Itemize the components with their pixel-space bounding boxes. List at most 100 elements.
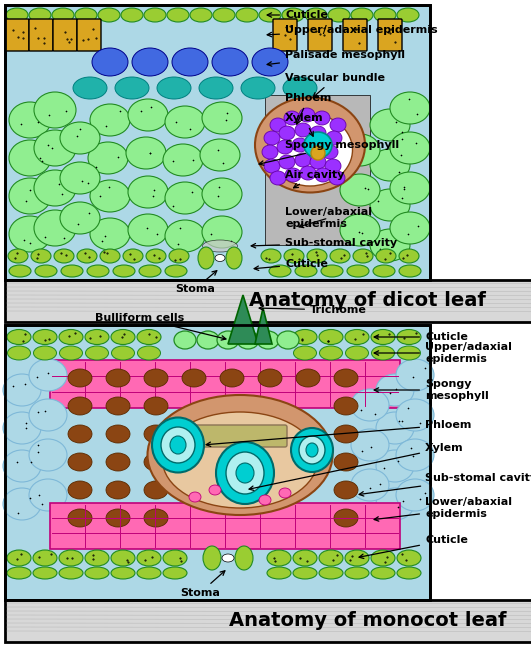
Ellipse shape	[252, 48, 288, 76]
Ellipse shape	[3, 450, 41, 482]
Ellipse shape	[305, 8, 327, 22]
Ellipse shape	[241, 77, 275, 99]
Ellipse shape	[106, 397, 130, 415]
Ellipse shape	[111, 329, 135, 344]
Ellipse shape	[396, 359, 434, 391]
Ellipse shape	[112, 346, 134, 360]
Ellipse shape	[267, 550, 291, 566]
Ellipse shape	[279, 126, 295, 140]
Ellipse shape	[319, 550, 343, 566]
Ellipse shape	[322, 145, 338, 159]
Ellipse shape	[292, 138, 308, 152]
Ellipse shape	[277, 140, 293, 154]
Ellipse shape	[216, 442, 274, 504]
Text: Lower/abaxial
epidermis: Lower/abaxial epidermis	[285, 207, 372, 229]
Ellipse shape	[371, 329, 395, 344]
Ellipse shape	[351, 8, 373, 22]
Ellipse shape	[300, 166, 316, 180]
Text: Anatomy of monocot leaf: Anatomy of monocot leaf	[229, 611, 506, 631]
Ellipse shape	[376, 249, 396, 263]
Ellipse shape	[157, 77, 191, 99]
Ellipse shape	[261, 249, 281, 263]
Ellipse shape	[279, 155, 295, 169]
Ellipse shape	[189, 492, 201, 502]
Ellipse shape	[121, 8, 143, 22]
Text: Cuticle: Cuticle	[374, 332, 468, 342]
Ellipse shape	[128, 176, 168, 208]
Ellipse shape	[325, 159, 341, 173]
Ellipse shape	[68, 453, 92, 471]
Ellipse shape	[54, 249, 74, 263]
Ellipse shape	[163, 144, 203, 176]
Ellipse shape	[137, 550, 161, 566]
Ellipse shape	[29, 439, 67, 471]
Ellipse shape	[35, 265, 57, 277]
Ellipse shape	[7, 346, 30, 360]
Ellipse shape	[293, 567, 317, 579]
Ellipse shape	[334, 481, 358, 499]
Ellipse shape	[7, 567, 31, 579]
Ellipse shape	[255, 98, 365, 193]
Ellipse shape	[235, 546, 253, 570]
Bar	[5, 325, 430, 600]
Ellipse shape	[34, 92, 76, 128]
Text: Cuticle: Cuticle	[267, 10, 328, 20]
Ellipse shape	[60, 162, 100, 194]
Ellipse shape	[340, 134, 380, 166]
Ellipse shape	[85, 567, 109, 579]
Ellipse shape	[285, 168, 301, 182]
Ellipse shape	[33, 329, 57, 344]
Ellipse shape	[68, 369, 92, 387]
Ellipse shape	[139, 265, 161, 277]
Text: Air cavity: Air cavity	[285, 170, 345, 188]
Ellipse shape	[397, 8, 419, 22]
Ellipse shape	[174, 331, 196, 349]
Bar	[265, 95, 370, 245]
Ellipse shape	[9, 265, 31, 277]
Text: Phloem: Phloem	[206, 420, 472, 447]
Ellipse shape	[282, 8, 304, 22]
Ellipse shape	[397, 329, 421, 344]
Ellipse shape	[262, 145, 278, 159]
Ellipse shape	[128, 214, 168, 246]
Ellipse shape	[267, 567, 291, 579]
Polygon shape	[255, 308, 272, 344]
Ellipse shape	[85, 346, 108, 360]
Ellipse shape	[329, 171, 345, 185]
Ellipse shape	[390, 132, 430, 164]
Ellipse shape	[162, 412, 318, 508]
Ellipse shape	[270, 171, 286, 185]
Ellipse shape	[279, 488, 291, 498]
Ellipse shape	[113, 265, 135, 277]
Ellipse shape	[137, 567, 161, 579]
Ellipse shape	[293, 550, 317, 566]
Bar	[5, 5, 430, 280]
Ellipse shape	[126, 137, 166, 169]
Ellipse shape	[268, 114, 353, 186]
Ellipse shape	[29, 359, 67, 391]
Ellipse shape	[34, 170, 76, 206]
Ellipse shape	[330, 249, 350, 263]
Text: Anatomy of dicot leaf: Anatomy of dicot leaf	[249, 292, 486, 311]
Ellipse shape	[203, 546, 221, 570]
Ellipse shape	[351, 389, 389, 421]
Ellipse shape	[106, 509, 130, 527]
Ellipse shape	[111, 567, 135, 579]
Ellipse shape	[152, 417, 204, 473]
Ellipse shape	[295, 123, 311, 137]
Ellipse shape	[334, 425, 358, 443]
Text: Xylem: Xylem	[249, 443, 464, 490]
Ellipse shape	[259, 495, 271, 505]
Ellipse shape	[319, 567, 343, 579]
Ellipse shape	[190, 8, 212, 22]
Text: Cuticle: Cuticle	[254, 259, 328, 270]
Ellipse shape	[59, 346, 82, 360]
Ellipse shape	[9, 178, 51, 214]
Ellipse shape	[137, 329, 161, 344]
Ellipse shape	[123, 249, 143, 263]
Ellipse shape	[396, 399, 434, 431]
Ellipse shape	[34, 130, 76, 166]
Ellipse shape	[306, 443, 318, 457]
Ellipse shape	[293, 329, 317, 344]
Ellipse shape	[90, 218, 130, 250]
